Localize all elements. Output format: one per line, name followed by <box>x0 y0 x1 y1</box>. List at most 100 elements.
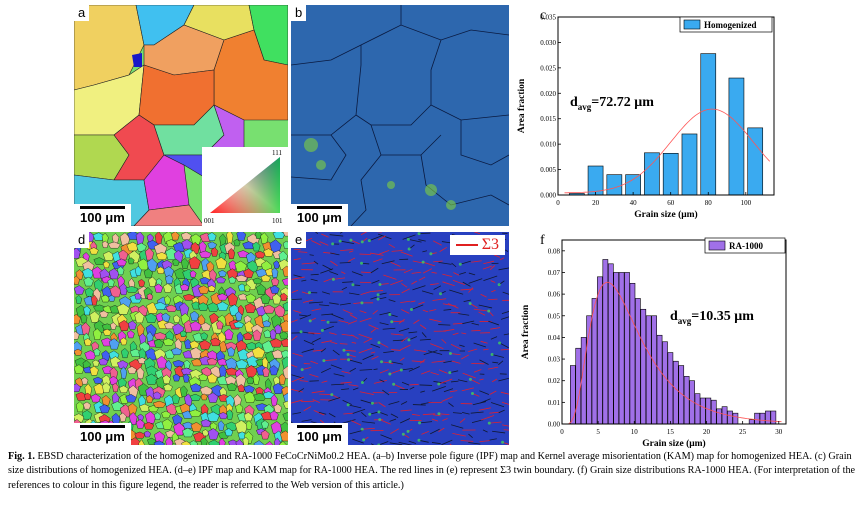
bar-c-4 <box>644 152 660 196</box>
xtick-f-25: 25 <box>739 428 747 436</box>
bar-f-10 <box>624 272 630 425</box>
ytick-f-5: 0.05 <box>548 312 561 320</box>
davg-annotation-c: davg=72.72 μm <box>570 95 654 112</box>
ytick-c-3: 0.015 <box>540 115 556 123</box>
davg-annotation-f: davg=10.35 μm <box>670 309 754 326</box>
xtick-f-0: 0 <box>560 428 564 436</box>
ytick-f-8: 0.08 <box>548 247 561 255</box>
xtick-c-60: 60 <box>667 199 675 207</box>
axes-frame-c <box>557 16 775 196</box>
panel-f-chart: 0 5 10 15 20 25 30 0.00 0.01 0.02 0.03 0.04 0.05 0.06… <box>510 230 800 450</box>
ytick-f-2: 0.02 <box>548 377 561 385</box>
bar-f-12 <box>635 298 641 425</box>
ipf-label-001: 001 <box>204 217 215 225</box>
bar-f-37 <box>770 410 777 425</box>
ipf-map-d-image <box>74 232 288 445</box>
ylabel-c: Area fraction <box>517 78 527 133</box>
xtick-f-30: 30 <box>775 428 783 436</box>
bar-f-35 <box>759 412 766 425</box>
figure-caption: Fig. 1. EBSD characterization of the hom… <box>8 450 858 493</box>
legend-label-c: Homogenized <box>704 20 757 30</box>
bar-f-8 <box>613 272 620 425</box>
ytick-c-4: 0.020 <box>540 90 556 98</box>
xtick-f-15: 15 <box>667 428 675 436</box>
xtick-c-100: 100 <box>741 199 752 207</box>
fit-curve-f <box>568 281 782 425</box>
scale-bar-a: 100 μm <box>74 204 131 226</box>
ipf-label-111: 111 <box>272 149 282 157</box>
ytick-c-1: 0.005 <box>540 166 556 174</box>
bar-f-34 <box>754 412 760 425</box>
panel-label-b: b <box>291 5 307 21</box>
bar-c-6 <box>681 133 698 196</box>
panel-label-e: e <box>291 232 307 248</box>
bar-c-9 <box>728 77 745 196</box>
bar-c-5 <box>662 152 679 196</box>
bar-f-2 <box>580 337 587 425</box>
bar-f-19 <box>672 360 679 425</box>
legend-box-c <box>679 16 773 33</box>
ytick-f-6: 0.06 <box>548 291 561 299</box>
ytick-c-5: 0.025 <box>540 64 556 72</box>
bar-f-30 <box>732 412 739 425</box>
xlabel-c: Grain size (μm) <box>634 209 697 220</box>
bar-f-15 <box>651 315 657 425</box>
bar-f-36 <box>765 410 771 425</box>
ipf-color-key: 001 101 111 <box>202 147 288 226</box>
xtick-c-20: 20 <box>592 199 600 207</box>
bar-f-23 <box>694 393 701 425</box>
twin-boundary-label: Σ3 <box>481 236 499 253</box>
legend-label-f: RA-1000 <box>729 241 763 251</box>
kam-map-b-image <box>291 5 509 226</box>
panel-c-chart: 0 20 40 60 80 100 0.000 0.005 0.010 0.015 0.020 0.0… <box>510 5 790 229</box>
ipf-label-101: 101 <box>272 217 283 225</box>
bar-f-5 <box>597 276 603 425</box>
panel-d-ipf-map: d 100 μm <box>74 232 288 445</box>
bar-f-16 <box>656 334 663 425</box>
xtick-f-10: 10 <box>631 428 639 436</box>
bar-f-14 <box>645 315 652 425</box>
xtick-c-0: 0 <box>556 199 560 207</box>
bar-f-17 <box>662 341 668 425</box>
fit-curve-c <box>564 108 770 194</box>
twin-boundary-legend: Σ3 <box>449 235 505 255</box>
caption-label: Fig. 1. <box>8 451 35 462</box>
bar-f-18 <box>667 352 674 425</box>
bar-f-4 <box>591 298 598 425</box>
kam-map-e-image <box>291 232 509 445</box>
bar-f-28 <box>721 406 728 425</box>
panel-e-kam-map: e Σ3 100 μm <box>291 232 509 445</box>
panel-label-a: a <box>74 5 90 21</box>
panel-b-kam-map: b 100 μm <box>291 5 509 226</box>
bar-f-24 <box>700 397 706 425</box>
xtick-c-80: 80 <box>705 199 713 207</box>
axes-frame-f <box>561 239 787 425</box>
xtick-c-40: 40 <box>630 199 638 207</box>
panel-label-c: c <box>540 8 546 23</box>
bar-f-11 <box>629 282 636 425</box>
ytick-c-0: 0.000 <box>540 192 556 200</box>
scale-bar-d: 100 μm <box>74 423 131 445</box>
ytick-c-2: 0.010 <box>540 141 556 149</box>
panel-label-f: f <box>540 233 545 248</box>
xtick-f-20: 20 <box>703 428 711 436</box>
legend-swatch-f <box>708 240 726 251</box>
bar-f-25 <box>705 397 712 425</box>
bar-f-29 <box>727 410 733 425</box>
ipf-map-a-image <box>74 5 288 226</box>
xtick-f-5: 5 <box>596 428 600 436</box>
caption-text: EBSD characterization of the homogenized… <box>8 451 856 491</box>
scale-bar-b: 100 μm <box>291 204 348 226</box>
ytick-f-0: 0.00 <box>548 421 561 429</box>
bar-f-1 <box>575 347 582 425</box>
bar-f-13 <box>640 308 647 425</box>
bar-f-33 <box>748 419 755 425</box>
ytick-f-7: 0.07 <box>548 269 561 277</box>
xlabel-f: Grain size (μm) <box>642 438 705 449</box>
bar-f-27 <box>716 408 722 425</box>
bar-c-2 <box>606 174 623 196</box>
scale-bar-e: 100 μm <box>291 423 348 445</box>
bar-c-3 <box>625 174 641 196</box>
ytick-f-3: 0.03 <box>548 356 561 364</box>
ytick-f-1: 0.01 <box>548 399 561 407</box>
